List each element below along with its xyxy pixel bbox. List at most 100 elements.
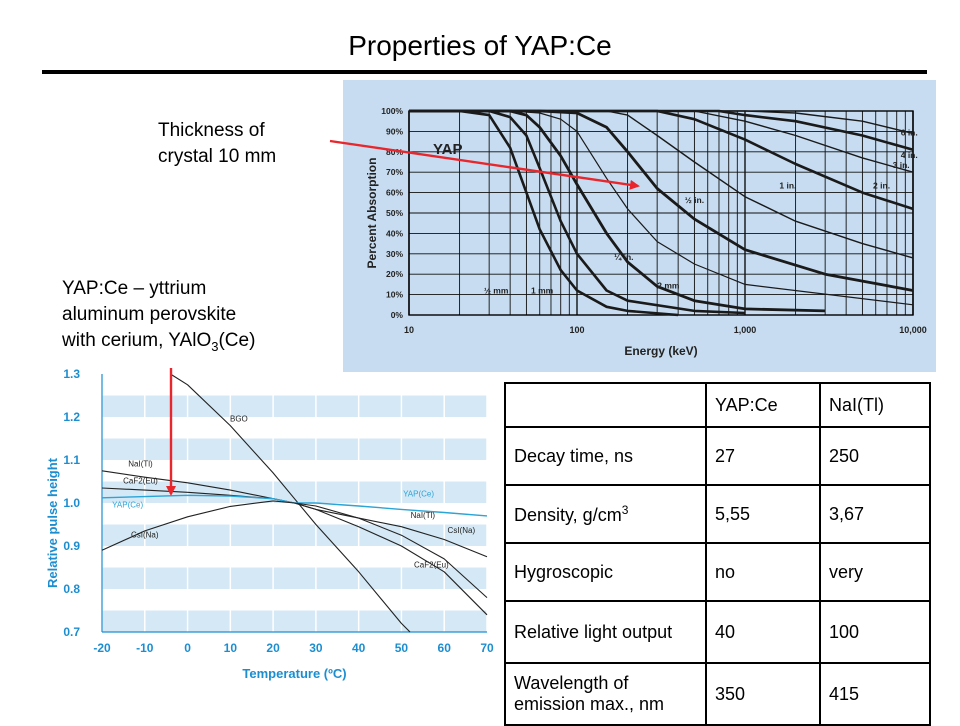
table-row: Decay time, ns 27 250: [504, 426, 931, 486]
absorption-series-label: 3 in.: [893, 160, 910, 170]
table-cell-yap: 27: [705, 426, 821, 486]
absorption-series-label: 4 in.: [901, 150, 918, 160]
table-cell-yap: 350: [705, 662, 821, 726]
table-cell-nai: 415: [819, 662, 931, 726]
temperature-x-tick-label: 50: [395, 641, 409, 655]
absorption-x-axis-label: Energy (keV): [624, 344, 697, 358]
table-row: Relative light output 40 100: [504, 600, 931, 664]
note-yap-suffix: (Ce): [218, 330, 256, 351]
temperature-y-tick-label: 1.2: [63, 410, 80, 424]
note-yap-subscript: 3: [211, 338, 219, 354]
absorption-series-label: ½ in.: [685, 195, 704, 205]
temperature-y-tick-label: 0.8: [63, 582, 80, 596]
table-header-cell: [504, 382, 707, 428]
temperature-x-tick-label: 0: [184, 641, 191, 655]
absorption-y-tick-label: 0%: [391, 310, 404, 320]
temperature-y-tick-label: 0.9: [63, 539, 80, 553]
absorption-x-tick-label: 100: [569, 325, 584, 335]
table-cell-yap: no: [705, 542, 821, 602]
temperature-y-axis-label: Relative pulse height: [45, 457, 60, 588]
absorption-series-line: [409, 109, 826, 313]
table-row-label: Relative light output: [504, 600, 707, 664]
note-yap-line1: YAP:Ce – yttrium: [62, 278, 207, 299]
absorption-series-label: 6 in.: [901, 127, 918, 137]
temperature-x-tick-label: -20: [93, 641, 111, 655]
absorption-chart-background: [343, 80, 936, 372]
temperature-series-label: CsI(Na): [131, 530, 159, 539]
temperature-grid-band: [102, 395, 487, 417]
temperature-grid-band: [102, 567, 487, 589]
temperature-x-tick-label: 60: [438, 641, 452, 655]
absorption-y-tick-label: 20%: [386, 269, 403, 279]
title-underline: [42, 70, 927, 74]
table-row: Density, g/cm3 5,55 3,67: [504, 484, 931, 544]
absorption-series-label: 1 mm: [531, 286, 554, 296]
table-row-label-text: Density, g/cm: [514, 504, 622, 525]
absorption-x-tick-label: 1,000: [734, 325, 757, 335]
table-cell-yap: 40: [705, 600, 821, 664]
note-yap-line3: with cerium, YAlO3(Ce): [62, 328, 255, 360]
absorption-y-tick-label: 80%: [386, 147, 403, 157]
absorption-y-axis-label: Percent Absorption: [365, 158, 379, 269]
temperature-x-tick-label: 20: [266, 641, 280, 655]
absorption-series-label: 2 in.: [873, 181, 890, 191]
table-header-cell: YAP:Ce: [705, 382, 821, 428]
temperature-grid-band: [102, 438, 487, 460]
temperature-series-line: [170, 373, 411, 633]
absorption-y-tick-label: 30%: [386, 249, 403, 259]
absorption-series-label: 2 mm: [657, 280, 680, 290]
absorption-series-line: [409, 110, 914, 259]
absorption-series-label: ½ mm: [484, 286, 509, 296]
table-row-label: Density, g/cm3: [504, 484, 707, 544]
temperature-series-label: NaI(Tl): [128, 459, 153, 468]
temperature-series-line: [101, 500, 488, 599]
table-cell-yap: 5,55: [705, 484, 821, 544]
temperature-series-label: CaF2(Eu): [123, 477, 158, 486]
temperature-x-axis-label: Temperature (ºC): [242, 666, 346, 681]
slide-title: Properties of YAP:Ce: [348, 30, 612, 61]
temperature-x-tick-label: 30: [309, 641, 323, 655]
absorption-series-line: [409, 109, 679, 317]
note-yap-line2: aluminum perovskite: [62, 304, 237, 325]
note-yap-definition: YAP:Ce – yttrium aluminum perovskite wit…: [62, 276, 255, 360]
temperature-series-label: CsI(Na): [448, 526, 476, 535]
temperature-y-tick-label: 1.0: [63, 496, 80, 510]
temperature-x-tick-label: -10: [136, 641, 154, 655]
note-thickness-line1: Thickness of: [158, 120, 265, 141]
table-header-cell: NaI(Tl): [819, 382, 931, 428]
absorption-y-tick-label: 70%: [386, 167, 403, 177]
table-cell-nai: 250: [819, 426, 931, 486]
absorption-series-label: 1 in.: [779, 181, 796, 191]
properties-table: YAP:Ce NaI(Tl) Decay time, ns 27 250 Den…: [504, 382, 931, 726]
absorption-y-tick-label: 60%: [386, 188, 403, 198]
absorption-y-tick-label: 40%: [386, 228, 403, 238]
table-header-row: YAP:Ce NaI(Tl): [504, 382, 931, 428]
absorption-y-tick-label: 90%: [386, 126, 403, 136]
temperature-series-label: BGO: [230, 414, 248, 423]
table-cell-nai: 3,67: [819, 484, 931, 544]
absorption-y-tick-label: 100%: [381, 106, 403, 116]
table-row-label: Hygroscopic: [504, 542, 707, 602]
note-thickness-line2: crystal 10 mm: [158, 146, 277, 167]
absorption-chart: 0% 10% 20% 30% 40% 50% 60% 70% 80% 90% 100% 10 100 1,…: [343, 80, 936, 372]
table-cell-nai: 100: [819, 600, 931, 664]
absorption-series-line: [409, 110, 914, 135]
absorption-y-tick-label: 10%: [386, 290, 403, 300]
temperature-x-tick-label: 10: [224, 641, 238, 655]
temperature-y-tick-label: 1.3: [63, 367, 80, 381]
note-thickness: Thickness of crystal 10 mm: [158, 118, 276, 170]
absorption-series-line: [409, 109, 746, 315]
absorption-annotation: YAP: [433, 141, 462, 158]
table-cell-nai: very: [819, 542, 931, 602]
table-row: Hygroscopic no very: [504, 542, 931, 602]
temperature-series-label: YAP(Ce): [403, 490, 434, 499]
temperature-x-tick-label: 70: [480, 641, 494, 655]
thickness-arrow: [329, 139, 640, 190]
table-row: Wavelength of emission max., nm 350 415: [504, 662, 931, 726]
table-row-label: Decay time, ns: [504, 426, 707, 486]
temperature-series-label: CaF2(Eu): [414, 561, 449, 570]
note-yap-formula: with cerium, YAlO: [62, 330, 212, 351]
temperature-y-tick-label: 0.7: [63, 625, 80, 639]
table-row-label: Wavelength of emission max., nm: [504, 662, 707, 726]
